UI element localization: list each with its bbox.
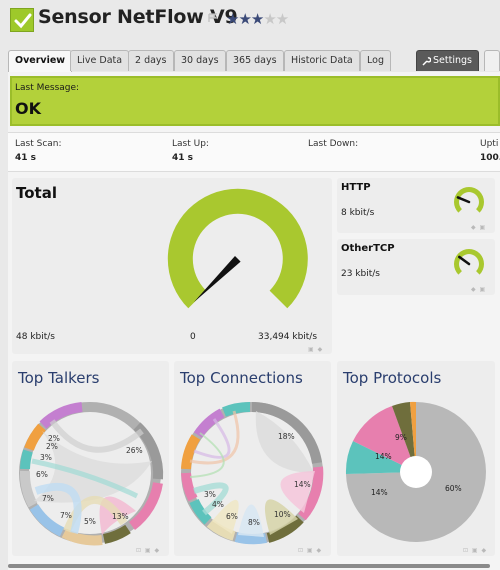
chart-label: 4% [212,500,224,509]
flag-icon[interactable] [208,13,218,23]
top-talkers-chord: 26% 13% 5% 7% 7% 6% 3% 2% 2% [19,402,164,546]
gauge-needle [456,196,471,204]
top-protocols-panel[interactable]: Top Protocols 60% 14% 14% 9% ⊡ ▣ ◆ [337,361,495,556]
tab-30-days[interactable]: 30 days [174,50,226,71]
http-gauge [454,186,484,213]
othertcp-gauge-panel[interactable]: OtherTCP 23 kbit/s ◆ ▣ [337,239,495,295]
total-gauge-panel[interactable]: Total 48 kbit/s 0 33,494 kbit/s ▣ ◆ [12,178,332,354]
tab-settings[interactable]: Settings [416,50,479,71]
top-talkers-title: Top Talkers [18,369,100,387]
chart-label: 18% [278,432,295,441]
chart-label: 8% [248,518,260,527]
chart-label: 14% [294,480,311,489]
tab-log[interactable]: Log [360,50,391,71]
chart-label: 26% [126,446,143,455]
wrench-icon [422,57,431,66]
last-message-label: Last Message: [15,83,80,93]
gauge-needle [458,255,471,266]
star-icon: ★★ [263,10,289,28]
total-title: Total [16,184,57,202]
chart-label: 3% [40,453,52,462]
last-message-text: OK [15,99,41,118]
chart-label: 60% [445,484,462,493]
chart-label: 5% [84,517,96,526]
settings-label: Settings [433,55,472,66]
tab-overview[interactable]: Overview [8,50,73,73]
total-min-label: 0 [190,332,196,342]
stat-last-scan: Last Scan: 41 s [15,139,62,163]
chart-label: 2% [48,434,60,443]
top-connections-title: Top Connections [180,369,303,387]
panel-tools-icon[interactable]: ▣ ◆ [308,346,324,353]
chart-label: 3% [204,490,216,499]
http-gauge-panel[interactable]: HTTP 8 kbit/s ◆ ▣ [337,178,495,233]
top-connections-chord: 18% 14% 10% 8% 6% 4% 3% [181,402,324,545]
stat-uptime: Upti 100. [480,139,500,163]
panel-tools-icon[interactable]: ⊡ ▣ ◆ [463,547,488,554]
page-title: Sensor NetFlow V9 [38,6,238,28]
top-talkers-panel[interactable]: Top Talkers 26% 13% 5% 7% 7% 6% 3% 2% 2%… [12,361,169,556]
last-message-banner: Last Message: OK [10,76,500,126]
chart-label: 7% [60,511,72,520]
total-max-label: 33,494 kbit/s [258,332,318,342]
stats-row: Last Scan: 41 s Last Up: 41 s Last Down: U… [8,132,500,172]
chart-label: 9% [395,433,407,442]
gauge-arc [454,186,484,213]
panel-tools-icon[interactable]: ⊡ ▣ ◆ [298,547,323,554]
header: Sensor NetFlow V9 ★★★★★ [0,0,500,48]
star-icon: ★★★ [226,10,264,28]
chart-label: 2% [46,442,58,451]
gauge-arc [454,248,484,275]
gauge-needle [193,255,241,303]
http-title: HTTP [341,182,371,193]
othertcp-title: OtherTCP [341,243,395,254]
panel-tools-icon[interactable]: ◆ ▣ [471,224,487,231]
chart-label: 13% [112,512,129,521]
priority-stars[interactable]: ★★★★★ [226,10,289,28]
http-value: 8 kbit/s [341,208,375,218]
chart-label: 6% [36,470,48,479]
tab-2-days[interactable]: 2 days [128,50,174,71]
tab-info[interactable] [484,50,500,71]
stat-last-up: Last Up: 41 s [172,139,209,163]
top-connections-panel[interactable]: Top Connections 18% 14% 10% 8% 6% 4% 3% [174,361,331,556]
panel-tools-icon[interactable]: ⊡ ▣ ◆ [136,547,161,554]
othertcp-gauge [454,248,484,275]
gauge-arc [167,188,308,309]
panel-tools-icon[interactable]: ◆ ▣ [471,286,487,293]
total-gauge [167,188,308,309]
tab-live-data[interactable]: Live Data [70,50,130,71]
othertcp-value: 23 kbit/s [341,269,380,279]
chart-label: 14% [375,452,392,461]
top-protocols-title: Top Protocols [343,369,442,387]
status-ok-icon [10,8,34,32]
chart-label: 7% [42,494,54,503]
horizontal-scrollbar[interactable] [8,564,490,568]
stat-last-down: Last Down: [308,139,359,149]
tab-365-days[interactable]: 365 days [226,50,284,71]
chart-label: 6% [226,512,238,521]
chart-label: 10% [274,510,291,519]
top-protocols-donut: 60% 14% 14% 9% [345,401,486,542]
chart-label: 14% [371,488,388,497]
total-value: 48 kbit/s [16,332,55,342]
tab-historic-data[interactable]: Historic Data [284,50,360,71]
